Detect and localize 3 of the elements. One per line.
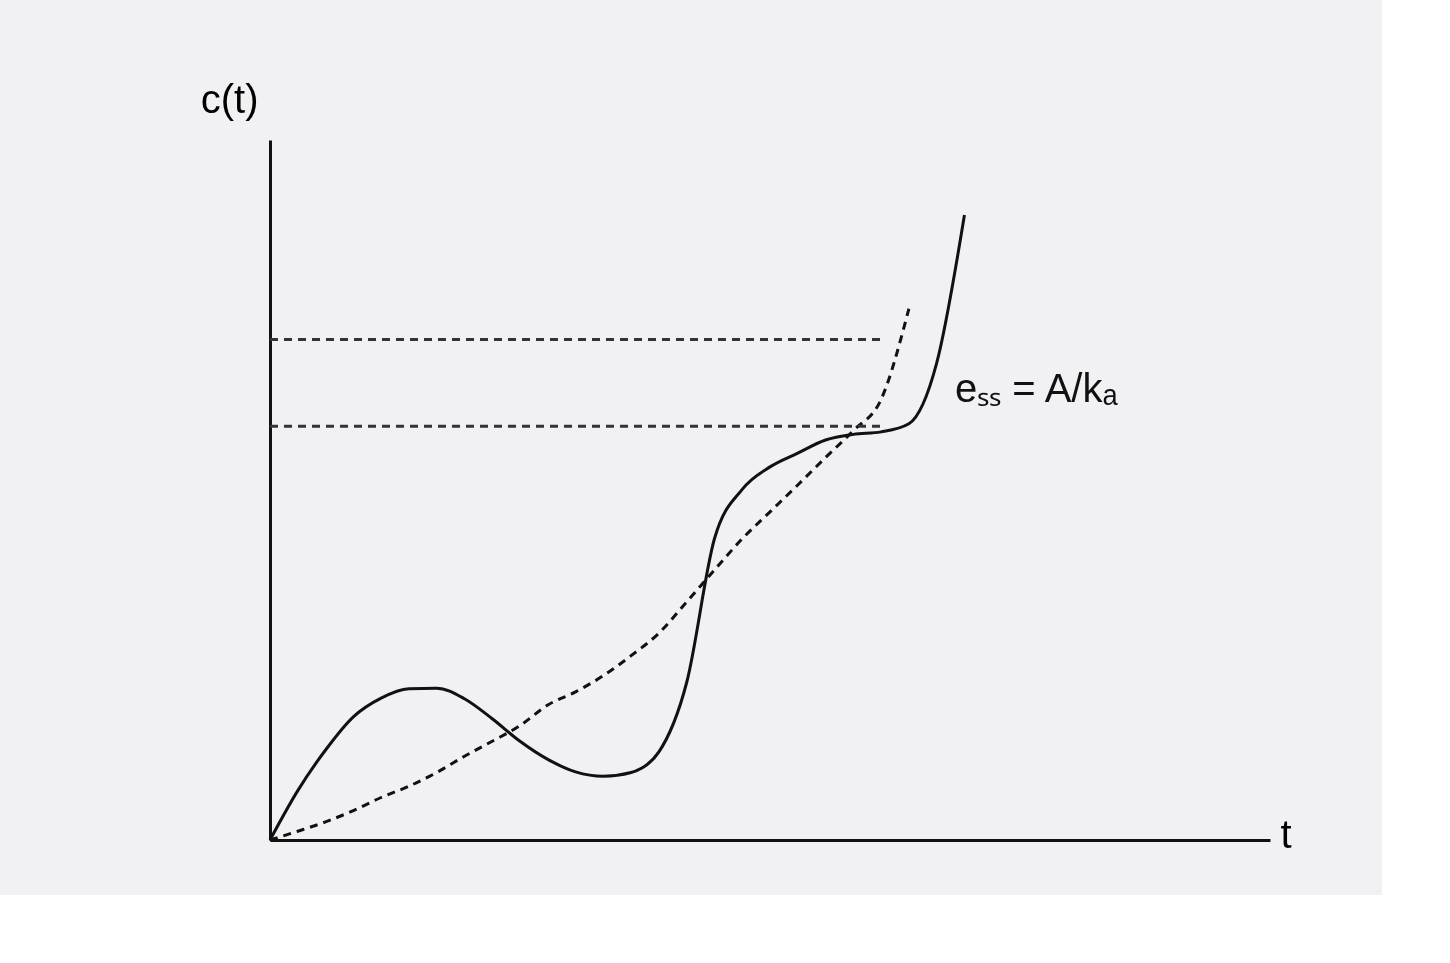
y-axis-title: c(t): [200, 76, 259, 121]
annotation: eₛₛ = A/kₐ: [955, 366, 1119, 410]
x-axis-title: t: [1280, 811, 1292, 856]
